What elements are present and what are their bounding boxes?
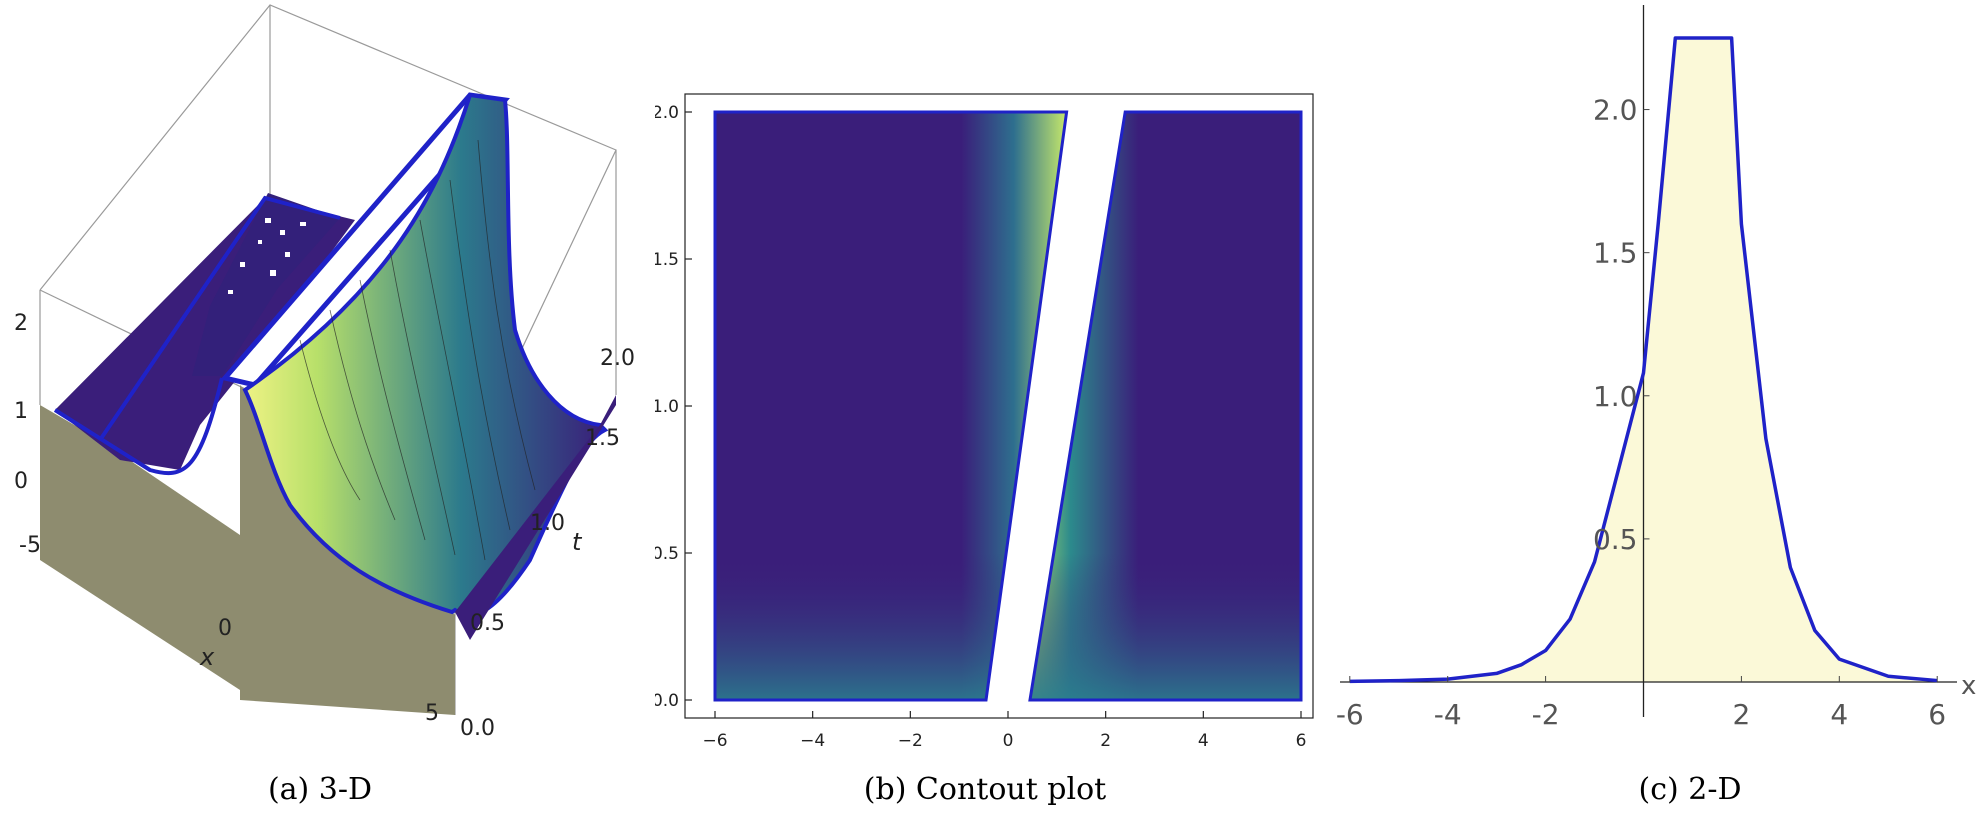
surface-3d-plot: 2 1 0 -5 0 5 x 0.0 0.5 1.0 1.5 2.0 t bbox=[14, 4, 635, 741]
x-tick-label: 6 bbox=[1296, 731, 1307, 751]
x-tick-label: 2 bbox=[1100, 731, 1111, 751]
x-tick-label: −2 bbox=[898, 731, 923, 751]
density-region-right-glow bbox=[1029, 112, 1301, 700]
x-tick-label: 2 bbox=[1732, 698, 1750, 731]
t-tick-label: 2.0 bbox=[600, 346, 635, 371]
x-tick-label: 5 bbox=[425, 701, 439, 726]
y-tick-label: 2.0 bbox=[655, 103, 679, 123]
upper-plateau bbox=[192, 193, 340, 376]
z-axis-ticks: 2 1 0 bbox=[14, 311, 28, 494]
density-region-left-glow bbox=[715, 112, 1067, 700]
ridge-surface bbox=[242, 92, 609, 617]
line-layer: -6 -4 -2 2 4 6 0.5 1.0 1.5 2.0 x bbox=[1336, 5, 1976, 731]
t-tick-label: 0.5 bbox=[470, 611, 505, 636]
x-axis-label: x bbox=[1961, 671, 1976, 701]
x-tick-label: 4 bbox=[1830, 698, 1848, 731]
x-tick-label: -6 bbox=[1336, 698, 1364, 731]
region-outline-left bbox=[713, 110, 1069, 702]
caption-a: (a) 3-D bbox=[267, 772, 373, 807]
x-tick-label: -4 bbox=[1434, 698, 1462, 731]
right-plateau bbox=[455, 395, 616, 640]
ridge-mesh bbox=[299, 139, 536, 561]
x-tick-label: 0 bbox=[1003, 731, 1014, 751]
y-tick-label: 1.5 bbox=[1593, 237, 1638, 270]
caption-c: (c) 2-D bbox=[1638, 772, 1742, 807]
t-tick-label: 0.0 bbox=[460, 716, 495, 741]
y-tick-label: 1.0 bbox=[1593, 380, 1638, 413]
x-tick-label: 0 bbox=[218, 616, 232, 641]
x-tick-label: −6 bbox=[702, 731, 727, 751]
x-tick-label: 4 bbox=[1198, 731, 1209, 751]
caption-b: (b) Contout plot bbox=[863, 772, 1107, 807]
t-axis-label: t bbox=[572, 528, 583, 556]
t-tick-label: 1.5 bbox=[585, 426, 620, 451]
y-tick-label: 1.0 bbox=[655, 397, 679, 417]
left-wall bbox=[40, 405, 240, 690]
contour-axes: −6 −4 −2 0 2 4 6 0.0 0.5 1.0 1.5 2.0 bbox=[655, 103, 1306, 751]
density-layer bbox=[713, 110, 1303, 702]
x-tick-label: −4 bbox=[800, 731, 825, 751]
z-tick-label: 1 bbox=[14, 399, 28, 424]
x-tick-label: 6 bbox=[1928, 698, 1946, 731]
t-axis-ticks: 0.0 0.5 1.0 1.5 2.0 bbox=[460, 346, 635, 741]
z-tick-label: 0 bbox=[14, 469, 28, 494]
x-axis-ticks: -5 0 5 bbox=[19, 533, 439, 726]
y-tick-label: 2.0 bbox=[1593, 94, 1638, 127]
y-tick-label: 1.5 bbox=[655, 250, 679, 270]
x-tick-label: -2 bbox=[1532, 698, 1560, 731]
region-outline-right bbox=[1028, 110, 1303, 702]
series-line bbox=[1349, 36, 1938, 684]
x-axis-label: x bbox=[199, 643, 215, 671]
line-plot-2d: -6 -4 -2 2 4 6 0.5 1.0 1.5 2.0 x bbox=[1336, 5, 1976, 731]
x-tick-label: -5 bbox=[19, 533, 41, 558]
speckles bbox=[228, 218, 306, 294]
t-tick-label: 1.0 bbox=[530, 511, 565, 536]
y-tick-label: 0.5 bbox=[1593, 523, 1638, 556]
z-tick-label: 2 bbox=[14, 311, 28, 336]
contour-plot: −6 −4 −2 0 2 4 6 0.0 0.5 1.0 1.5 2.0 bbox=[655, 93, 1314, 751]
y-tick-label: 0.0 bbox=[655, 691, 679, 711]
y-tick-label: 0.5 bbox=[655, 544, 679, 564]
